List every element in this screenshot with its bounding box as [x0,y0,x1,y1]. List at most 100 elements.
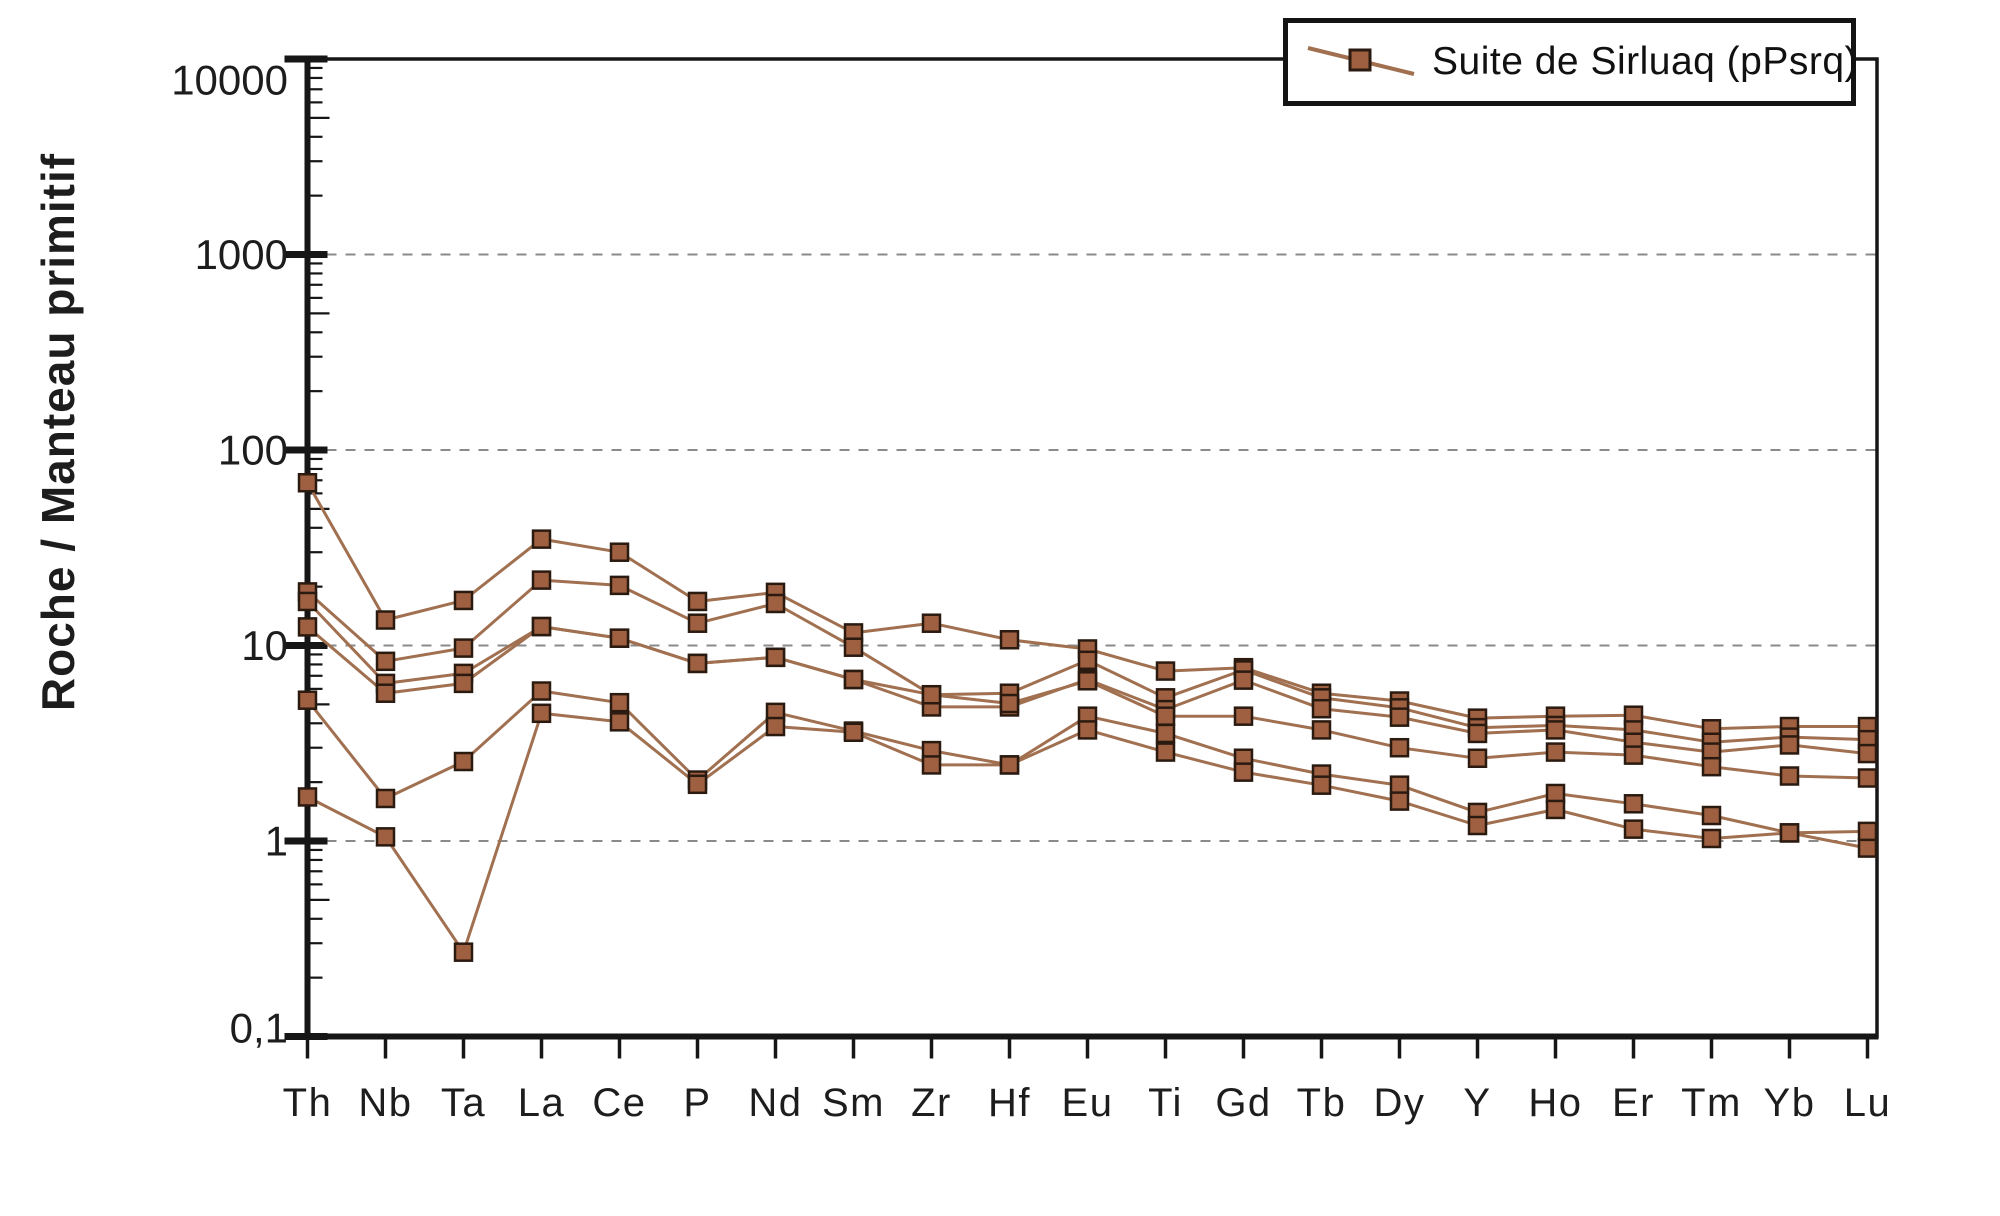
data-point-marker [1155,706,1176,726]
data-point-marker [843,637,864,657]
x-tick-label: Ce [592,1081,646,1125]
data-point-marker [1545,720,1566,740]
legend: Suite de Sirluaq (pPsrq) [1283,18,1859,106]
y-tick-label: 0,1 [230,1005,288,1052]
data-point-marker [921,613,942,633]
x-tick-label: Tb [1297,1081,1347,1125]
data-point-marker [921,755,942,775]
data-point-marker [1233,670,1254,690]
data-point-marker [297,690,318,710]
data-point-marker [1779,766,1800,786]
data-point-marker [1857,743,1878,764]
x-tick-label: Tm [1681,1081,1742,1125]
data-point-marker [1155,661,1176,681]
y-tick-label: 1 [265,818,288,865]
x-tick-label: Y [1463,1081,1491,1125]
data-point-marker [609,692,630,713]
data-point-marker [453,590,474,611]
y-axis-title: Roche / Manteau primitif [32,152,84,712]
x-tick-label: Nb [358,1081,412,1125]
data-point-marker [687,613,708,633]
data-point-marker [1389,791,1410,811]
data-point-marker [1779,823,1800,843]
data-point-marker [1389,775,1410,795]
data-point-marker [1467,723,1488,744]
data-point-marker [1311,720,1332,740]
data-point-marker [999,630,1020,650]
series-markers [297,472,1878,962]
x-tick-label: La [518,1081,566,1125]
y-tick-label: 10000 [171,57,288,104]
data-point-marker [1077,650,1098,671]
data-point-marker [375,827,396,847]
x-tick-label: Nd [748,1081,802,1125]
data-point-marker [687,653,708,674]
data-point-marker [1623,794,1644,814]
x-tick-label: Eu [1062,1081,1114,1125]
data-point-marker [453,638,474,658]
data-point-marker [609,712,630,732]
legend-label: Suite de Sirluaq (pPsrq) [1432,40,1859,83]
x-tick-label: Th [283,1081,333,1125]
data-point-marker [375,683,396,703]
data-point-marker [1623,819,1644,839]
data-point-marker [1701,756,1722,777]
x-tick-label: Ti [1148,1081,1183,1125]
x-tick-label: Gd [1215,1081,1271,1125]
data-point-marker [1155,742,1176,762]
data-point-marker [297,617,318,637]
data-point-marker [765,647,786,668]
x-tick-label: Ho [1528,1081,1582,1125]
y-tick-label: 1000 [195,231,288,278]
data-point-marker [999,693,1020,714]
data-point-marker [1623,745,1644,765]
data-point-marker [609,575,630,596]
data-point-marker [1389,737,1410,758]
data-point-marker [921,684,942,705]
data-point-marker [843,669,864,690]
x-ticks [305,1036,1870,1059]
data-point-marker [375,788,396,809]
data-point-marker [1857,838,1878,858]
data-point-marker [1857,768,1878,788]
data-point-marker [1545,799,1566,820]
x-tick-label: Dy [1374,1081,1426,1125]
data-point-marker [1701,828,1722,849]
data-point-marker [453,751,474,772]
data-point-marker [843,722,864,742]
legend-marker-icon [1307,46,1415,76]
x-tick-label: Er [1612,1081,1655,1125]
y-tick-label: 10 [241,622,288,669]
data-point-marker [1077,671,1098,691]
data-point-marker [1545,783,1566,804]
x-tick-label: Yb [1764,1081,1816,1125]
data-point-marker [1233,706,1254,726]
plot-frame [304,57,1879,1040]
data-point-marker [1077,720,1098,740]
data-point-marker [297,787,318,807]
x-tick-label: Sm [822,1081,885,1125]
data-point-marker [1467,815,1488,836]
data-point-marker [609,542,630,562]
data-point-marker [1467,748,1488,769]
data-point-marker [531,570,552,590]
data-point-marker [1389,707,1410,727]
x-tick-label: Hf [988,1081,1031,1125]
data-point-marker [453,673,474,694]
x-tick-label: Ta [441,1081,486,1125]
data-point-marker [531,529,552,549]
data-point-marker [375,610,396,630]
data-point-marker [297,472,318,493]
data-point-marker [765,716,786,737]
data-point-marker [1545,742,1566,762]
y-tick-labels: 10000 1000 100 10 1 0,1 [171,57,288,1052]
x-tick-label: Lu [1844,1081,1892,1125]
data-point-marker [765,593,786,614]
data-point-marker [609,628,630,648]
data-point-marker [1155,723,1176,744]
data-point-marker [1233,762,1254,782]
x-tick-labels: Th Nb Ta La Ce P Nd Sm Zr Hf Eu Ti Gd Tb Dy Y Ho Er Tm Yb Lu [283,1081,1892,1125]
